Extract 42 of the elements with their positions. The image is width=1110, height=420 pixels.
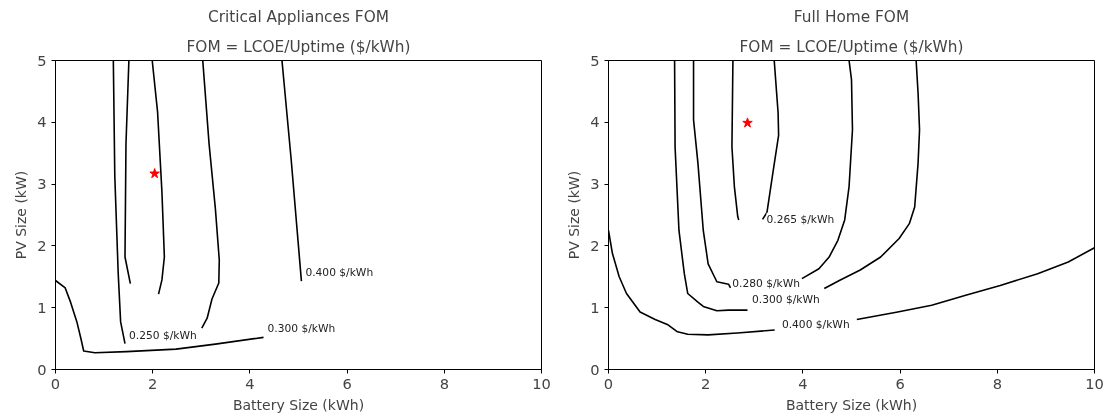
chart-subtitle: FOM = LCOE/Uptime ($/kWh) [739, 37, 964, 56]
series-label: 0.400 $/kWh [781, 318, 850, 332]
x-tick-label: 6 [895, 374, 905, 392]
x-tick-label: 0 [603, 374, 614, 392]
line-series [151, 60, 166, 295]
y-axis-title: PV Size (kW) [566, 170, 583, 260]
series-label: 0.300 $/kWh [752, 292, 820, 306]
x-tick-label: 6 [342, 374, 352, 392]
series-label: 0.300 $/kWh [267, 322, 336, 336]
y-tick-label: 4 [37, 113, 47, 131]
chart-title: Full Home FOM [793, 7, 910, 26]
series-label: 0.280 $/kWh [732, 276, 801, 290]
x-tick-label: 8 [992, 374, 1002, 392]
y-tick-label: 4 [590, 113, 600, 131]
y-tick-label: 3 [37, 175, 47, 193]
chart-title: Critical Appliances FOM [208, 7, 389, 26]
y-tick-label: 5 [37, 51, 47, 69]
y-tick-label: 1 [37, 298, 47, 316]
x-tick-label: 10 [532, 374, 551, 392]
y-axis-title: PV Size (kW) [13, 170, 30, 260]
y-tick-label: 2 [590, 236, 600, 254]
y-tick-label: 3 [590, 175, 600, 193]
y-tick-label: 2 [37, 236, 47, 254]
x-axis-title: Battery Size (kWh) [232, 396, 365, 413]
series-label: 0.250 $/kWh [129, 328, 197, 342]
line-series [112, 60, 126, 345]
y-tick-label: 5 [590, 51, 600, 69]
x-tick-label: 10 [1085, 374, 1104, 392]
x-axis-title: Battery Size (kWh) [785, 396, 918, 413]
x-tick-label: 0 [50, 374, 61, 392]
chart-subtitle: FOM = LCOE/Uptime ($/kWh) [186, 37, 411, 56]
series-label: 0.265 $/kWh [766, 212, 835, 226]
y-tick-label: 0 [590, 360, 600, 378]
line-series [55, 279, 265, 354]
x-tick-label: 8 [439, 374, 449, 392]
x-tick-label: 2 [148, 374, 158, 392]
series-label: 0.400 $/kWh [305, 266, 374, 280]
x-tick-label: 4 [798, 374, 808, 392]
y-tick-label: 1 [590, 298, 600, 316]
x-tick-label: 2 [701, 374, 711, 392]
y-tick-label: 0 [37, 360, 47, 378]
x-tick-label: 4 [245, 374, 255, 392]
